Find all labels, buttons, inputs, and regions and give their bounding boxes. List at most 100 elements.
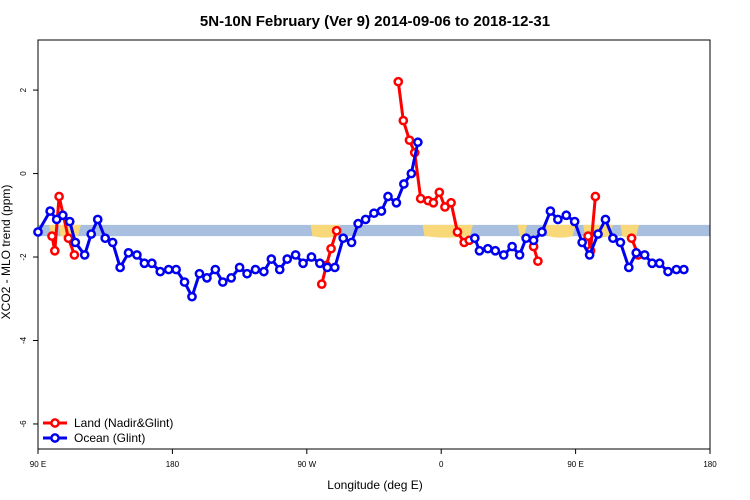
data-point: [626, 233, 637, 244]
legend-label: Ocean (Glint): [74, 431, 145, 445]
x-tick-label: 180: [703, 460, 717, 469]
data-point: [331, 225, 342, 236]
data-point: [514, 250, 525, 260]
data-point: [92, 214, 103, 225]
data-point: [483, 243, 493, 254]
data-point: [322, 262, 333, 273]
data-point: [274, 264, 285, 275]
data-point: [338, 233, 349, 244]
legend-marker: [50, 433, 60, 443]
data-point: [639, 250, 650, 260]
data-point: [306, 252, 317, 262]
series-line: [320, 230, 339, 285]
data-point: [353, 218, 363, 229]
data-point: [406, 168, 417, 179]
data-point: [528, 235, 539, 246]
data-point: [217, 277, 228, 287]
data-point: [33, 227, 43, 237]
data-point: [590, 191, 601, 202]
y-tick-label: 0: [19, 171, 28, 176]
data-point: [86, 229, 97, 239]
data-point: [250, 264, 261, 275]
data-point: [577, 237, 587, 248]
y-tick-label: -2: [19, 253, 28, 261]
series-line: [473, 208, 684, 274]
ocean-band: [38, 224, 710, 237]
data-point: [600, 214, 611, 225]
chart-title: 5N-10N February (Ver 9) 2014-09-06 to 20…: [200, 13, 550, 30]
x-tick-label: 90 E: [30, 460, 46, 469]
data-point: [533, 256, 543, 267]
data-point: [187, 291, 197, 302]
data-point: [553, 214, 563, 225]
data-point: [171, 264, 181, 275]
data-point: [147, 258, 157, 269]
data-point: [282, 254, 293, 264]
data-point: [369, 208, 379, 219]
data-point: [329, 262, 340, 273]
data-point: [469, 233, 480, 244]
land-patch: [517, 224, 528, 238]
land-patch: [58, 224, 81, 238]
data-point: [107, 237, 118, 248]
legend-marker: [50, 418, 60, 428]
data-point: [428, 197, 439, 208]
data-point: [115, 262, 125, 273]
data-point: [49, 245, 60, 256]
data-point: [194, 268, 205, 279]
x-tick-label: 0: [439, 460, 444, 469]
data-point: [434, 187, 445, 198]
data-point: [608, 233, 618, 244]
data-point: [615, 237, 626, 248]
data-point: [583, 231, 593, 242]
data-point: [242, 268, 252, 279]
plot-area: 90 E 180 90 W 0 90 E 180 -6 -4 -2 0 2: [19, 39, 717, 469]
y-tick-label: -4: [19, 336, 28, 344]
data-point: [654, 258, 665, 269]
legend-label: Land (Nadir&Glint): [74, 416, 173, 430]
data-point: [79, 250, 90, 260]
data-point: [569, 216, 580, 227]
data-point: [155, 266, 166, 277]
data-point: [315, 258, 325, 269]
data-point: [132, 250, 142, 260]
data-point: [64, 216, 75, 227]
y-tick-label: 2: [19, 87, 28, 92]
y-tick-label: -6: [19, 420, 28, 428]
x-axis-label: Longitude (deg E): [327, 478, 422, 492]
legend: Land (Nadir&Glint)Ocean (Glint): [43, 416, 173, 445]
land-patch: [422, 224, 473, 238]
data-point: [202, 273, 212, 283]
data-point: [139, 258, 150, 269]
data-point: [179, 277, 190, 287]
data-point: [100, 233, 111, 244]
data-point: [376, 206, 387, 216]
x-tick-label: 180: [166, 460, 180, 469]
data-point: [474, 245, 485, 256]
data-point: [234, 262, 245, 273]
data-point: [593, 229, 603, 239]
data-point: [210, 264, 221, 275]
series-line: [396, 81, 470, 245]
data-point: [507, 241, 517, 252]
data-point: [623, 262, 634, 273]
plot-frame: [37, 39, 711, 450]
data-point: [452, 227, 463, 237]
data-point: [266, 254, 277, 264]
data-point: [69, 250, 80, 260]
data-point: [584, 250, 595, 260]
data-point: [490, 245, 501, 256]
data-point: [326, 243, 336, 254]
data-point: [415, 193, 426, 204]
data-point: [45, 206, 55, 216]
data-point: [647, 258, 657, 269]
data-point: [360, 214, 371, 225]
data-point: [671, 264, 682, 275]
data-point: [57, 210, 68, 221]
data-point: [259, 266, 269, 277]
data-point: [383, 191, 393, 202]
data-point: [404, 135, 415, 146]
data-point: [63, 233, 74, 244]
data-point: [521, 233, 531, 244]
